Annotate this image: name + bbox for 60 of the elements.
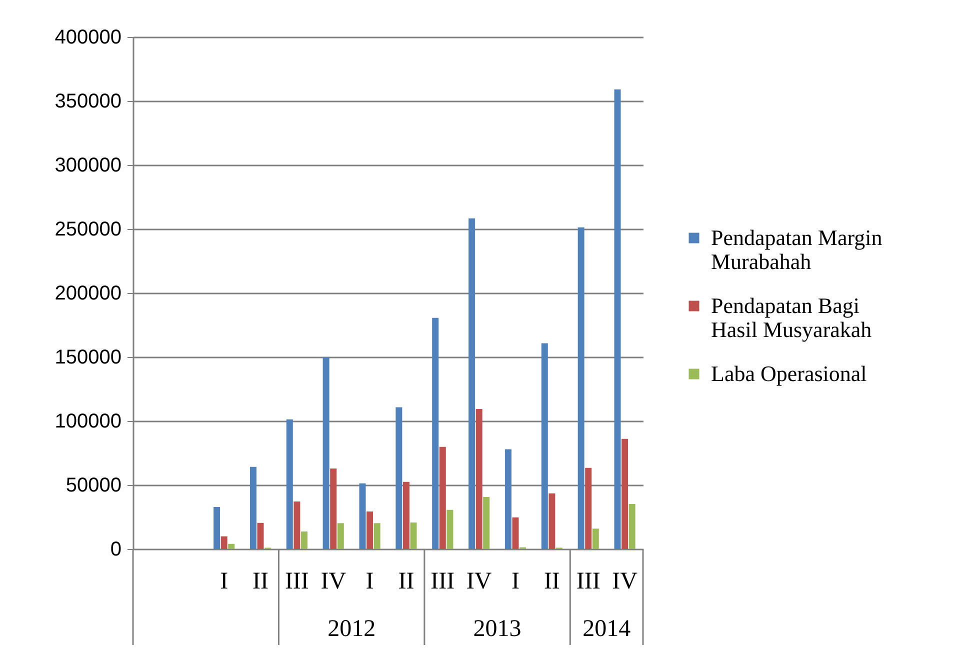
bar bbox=[439, 446, 446, 549]
bar bbox=[402, 482, 410, 549]
bar bbox=[548, 493, 556, 549]
legend-label: Laba Operasional bbox=[711, 361, 867, 386]
bar bbox=[483, 497, 490, 549]
y-tick-label: 400000 bbox=[54, 26, 122, 48]
x-tick-label: II bbox=[398, 568, 414, 594]
bar bbox=[286, 419, 293, 549]
bar bbox=[476, 408, 482, 549]
bar bbox=[337, 523, 344, 549]
bar bbox=[228, 544, 235, 549]
y-tick-label: 350000 bbox=[54, 90, 122, 112]
bar bbox=[592, 528, 599, 549]
bar bbox=[504, 449, 512, 549]
x-tick-label: I bbox=[220, 568, 228, 594]
bar bbox=[330, 468, 337, 549]
bar bbox=[374, 523, 380, 549]
legend-label: Pendapatan Margin Murabahah bbox=[711, 225, 882, 274]
bar bbox=[250, 466, 256, 549]
y-tick-label: 100000 bbox=[54, 410, 122, 432]
legend-label: Pendapatan Bagi Hasil Musyarakah bbox=[711, 293, 872, 342]
y-tick-label: 50000 bbox=[66, 474, 122, 496]
bar bbox=[257, 522, 264, 549]
bar bbox=[359, 483, 366, 549]
bar bbox=[622, 438, 628, 549]
x-tick-label: II bbox=[544, 568, 560, 594]
text: 2012 bbox=[328, 616, 376, 642]
text: 2013 bbox=[473, 616, 522, 642]
bar bbox=[294, 502, 300, 549]
bar bbox=[220, 536, 228, 549]
bar bbox=[366, 511, 374, 549]
bar bbox=[468, 218, 476, 549]
x-tick-label: I bbox=[366, 568, 374, 594]
x-tick-label: IV bbox=[612, 568, 638, 594]
bar bbox=[578, 227, 584, 549]
bar bbox=[300, 531, 308, 549]
y-tick-label: 150000 bbox=[54, 346, 122, 368]
bar bbox=[628, 504, 636, 549]
bar bbox=[322, 357, 330, 549]
y-tick-label: 250000 bbox=[54, 218, 122, 240]
x-tick-label: III bbox=[576, 568, 600, 594]
bar bbox=[541, 343, 548, 549]
bar bbox=[214, 507, 220, 549]
bar bbox=[410, 522, 417, 549]
y-tick-label: 200000 bbox=[54, 282, 122, 304]
x-tick-label: III bbox=[284, 568, 309, 594]
x-tick-label: IV bbox=[466, 568, 492, 594]
x-tick-label: II bbox=[252, 568, 268, 594]
text: 2014 bbox=[582, 616, 631, 642]
x-tick-label: I bbox=[512, 568, 520, 594]
bar bbox=[432, 318, 439, 549]
x-tick-label: III bbox=[430, 568, 455, 594]
x-tick-label: IV bbox=[320, 568, 347, 594]
bar bbox=[585, 468, 592, 549]
y-tick-label: 0 bbox=[110, 538, 122, 560]
bar bbox=[446, 510, 454, 549]
bar bbox=[396, 407, 402, 549]
bar bbox=[614, 89, 621, 549]
y-tick-label: 300000 bbox=[54, 154, 122, 176]
bar bbox=[512, 517, 519, 549]
